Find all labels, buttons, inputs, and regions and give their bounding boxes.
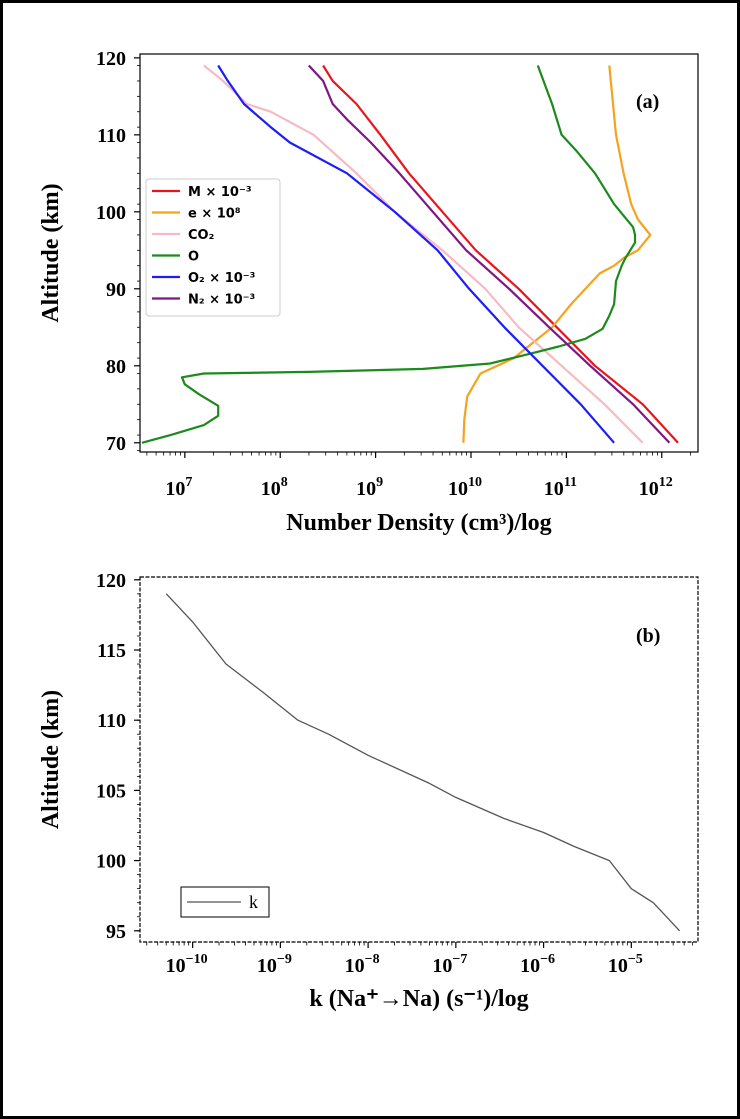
panel-a-plot-area [139, 53, 699, 453]
panel-b-ticks: 95 100 105 110 115 120 10−10 10−9 10−8 10−7 10−6 10… [96, 570, 694, 977]
x-tick-label: 1012 [639, 475, 673, 500]
y-tick-label: 70 [106, 433, 126, 455]
y-tick-label: 90 [106, 279, 126, 301]
x-tick-label: 10−8 [345, 952, 380, 977]
x-tick-label: 10−6 [520, 952, 555, 977]
series-line-4 [217, 64, 615, 444]
panel-a-y-axis-label: Altitude (km) [38, 183, 64, 322]
legend-entry: O₂ × 10⁻³ [188, 271, 255, 286]
legend-entry: e × 10⁸ [188, 207, 241, 222]
panel-b-plot-area [139, 576, 699, 943]
panel-a-legend: M × 10⁻³ e × 10⁸ CO₂ O O₂ × 10⁻³ N₂ × 10⁻³ [145, 178, 281, 317]
y-tick-label: 105 [96, 780, 126, 802]
x-tick-label: 10−5 [608, 952, 643, 977]
x-tick-label: 108 [261, 475, 288, 500]
panel-a: (a) Altitude (km) Number Density (cm³)/l… [38, 48, 699, 536]
x-tick-label: 109 [356, 475, 383, 500]
panel-a-series-lines [141, 64, 679, 444]
legend-entry: O [188, 250, 199, 265]
y-tick-label: 120 [96, 570, 126, 592]
panel-b-series-lines [165, 593, 681, 932]
y-tick-label: 80 [106, 356, 126, 378]
legend-entry: N₂ × 10⁻³ [188, 293, 255, 308]
x-tick-label: 107 [165, 475, 192, 500]
x-tick-label: 10−7 [432, 952, 467, 977]
series-line-5 [307, 64, 671, 444]
panel-a-x-axis-label: Number Density (cm³)/log [286, 510, 551, 536]
panel-b-label: (b) [636, 625, 660, 647]
series-line-3 [141, 65, 637, 444]
y-tick-label: 115 [97, 640, 126, 662]
x-tick-label: 10−9 [257, 952, 292, 977]
legend-entry: M × 10⁻³ [188, 185, 252, 200]
series-line-1 [462, 65, 652, 443]
x-tick-label: 1010 [448, 475, 482, 500]
y-tick-label: 95 [106, 921, 126, 943]
panel-b: (b) Altitude (km) k (Na⁺→Na) (s⁻¹)/log 9… [38, 570, 699, 1012]
panel-a-ticks: 70 80 90 100 110 120 107 108 109 1010 1011 1012 [96, 48, 691, 500]
y-tick-label: 120 [96, 48, 126, 70]
legend-entry: k [249, 892, 258, 912]
x-tick-label: 10−10 [166, 952, 208, 977]
panel-b-y-axis-label: Altitude (km) [38, 690, 64, 829]
series-line-0 [165, 593, 681, 932]
y-tick-label: 100 [96, 202, 126, 224]
x-tick-label: 1011 [544, 475, 577, 500]
panel-b-x-axis-label: k (Na⁺→Na) (s⁻¹)/log [309, 986, 528, 1012]
y-tick-label: 110 [97, 710, 126, 732]
legend-entry: CO₂ [188, 228, 214, 243]
panel-a-label: (a) [636, 91, 659, 113]
panel-b-legend: k [180, 886, 270, 918]
y-tick-label: 110 [97, 125, 126, 147]
y-tick-label: 100 [96, 851, 126, 873]
series-line-0 [322, 64, 679, 444]
